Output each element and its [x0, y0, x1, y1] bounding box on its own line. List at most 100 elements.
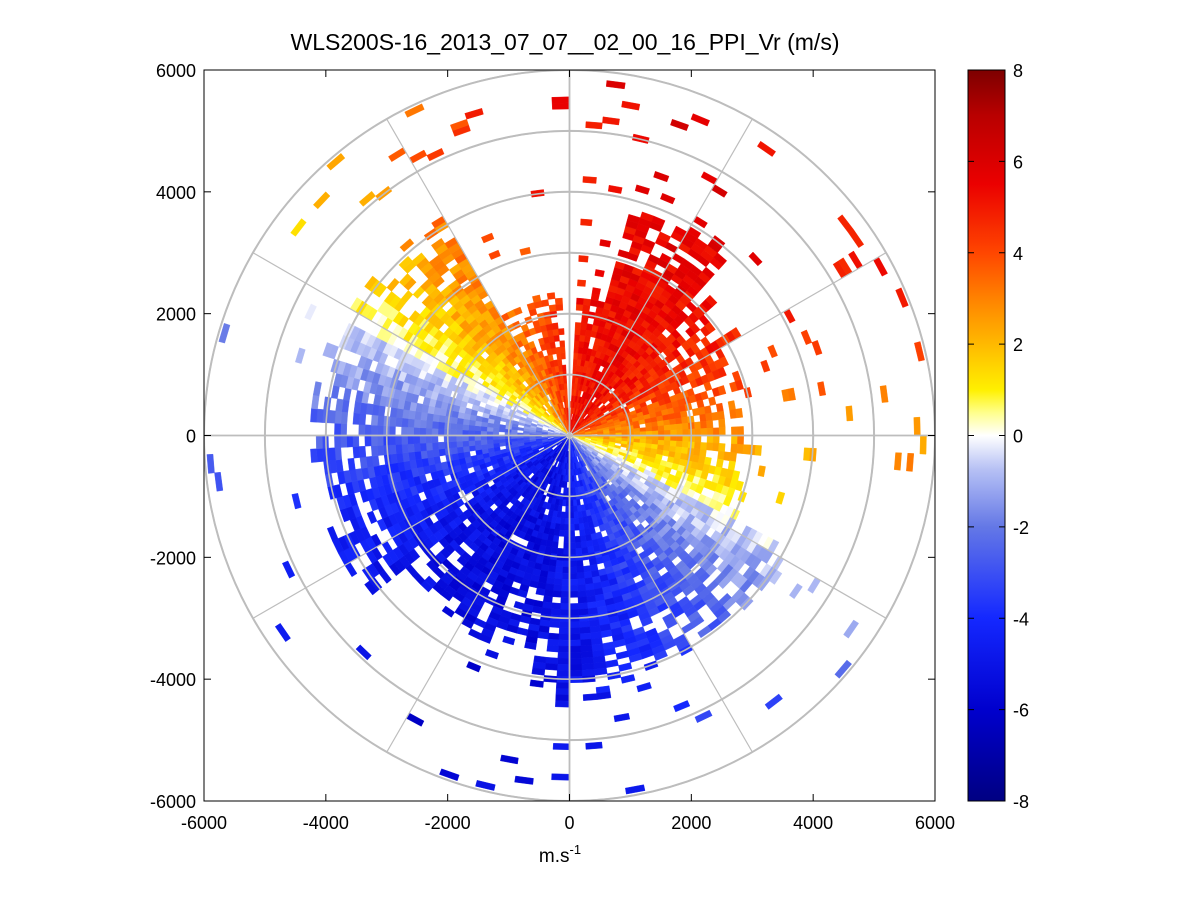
velocity-cell-1860 [569, 670, 583, 677]
velocity-cell-1804 [576, 578, 586, 586]
velocity-cell-2826 [498, 438, 506, 444]
velocity-cell-2879 [407, 435, 415, 445]
velocity-cell-924 [675, 446, 683, 454]
y-tick-label-2: 2000 [156, 305, 196, 325]
velocity-cell-2925 [340, 423, 348, 436]
velocity-cell-2884 [376, 435, 384, 446]
velocity-cell-1819 [581, 669, 595, 677]
velocity-cell-906 [906, 452, 915, 472]
velocity-cell-2842 [401, 443, 409, 454]
velocity-cell-2956 [377, 415, 385, 426]
velocity-cell-2163 [468, 628, 482, 640]
velocity-field [206, 80, 927, 795]
velocity-cell-2829 [480, 439, 488, 446]
velocity-cell-1762 [583, 565, 592, 573]
velocity-cell-2799 [432, 449, 440, 458]
velocity-cell-1886 [560, 590, 570, 598]
velocity-cell-1789 [571, 481, 576, 489]
velocity-cell-888 [663, 440, 671, 447]
velocity-cell-3763 [551, 322, 559, 330]
velocity-cell-1926 [553, 578, 563, 586]
velocity-cell-21 [577, 279, 587, 287]
velocity-cell-840 [700, 428, 708, 436]
velocity-cell-945 [662, 450, 670, 457]
velocity-cell-2827 [492, 438, 500, 444]
velocity-cell-2831 [468, 440, 476, 447]
velocity-cell-2957 [370, 414, 379, 426]
velocity-cell-2009 [500, 754, 519, 765]
velocity-cell-931 [729, 452, 737, 463]
velocity-cell-201 [651, 215, 666, 227]
velocity-cell-1905 [552, 743, 570, 751]
velocity-cell-783 [663, 419, 671, 426]
cb-tick-label-7: -6 [1013, 701, 1029, 721]
velocity-cell-1310 [718, 576, 731, 590]
velocity-cell-867 [694, 435, 702, 443]
velocity-cell-1795 [573, 517, 580, 525]
velocity-cell-1817 [580, 656, 594, 665]
velocity-cell-1849 [569, 603, 579, 610]
velocity-cell-2841 [407, 443, 415, 453]
velocity-cell-741 [914, 341, 925, 362]
velocity-cell-1797 [574, 535, 581, 543]
velocity-cell-2886 [364, 435, 372, 447]
velocity-cell-2877 [419, 435, 427, 444]
velocity-cell-43 [581, 316, 589, 324]
velocity-cell-555 [848, 229, 865, 248]
velocity-cell-2953 [395, 417, 403, 427]
velocity-cell-1937 [544, 663, 558, 671]
velocity-cell-1928 [552, 590, 562, 598]
velocity-cell-887 [657, 439, 665, 446]
velocity-cell-1902 [555, 688, 570, 696]
velocity-cell-1417 [764, 693, 783, 710]
velocity-cell-2919 [388, 425, 396, 436]
velocity-cell-2838 [425, 442, 433, 451]
velocity-cell-1975 [514, 775, 534, 785]
velocity-cell-2849 [352, 446, 361, 459]
velocity-cell-2793 [468, 445, 476, 452]
velocity-cell-809 [657, 425, 665, 432]
velocity-cell-1452 [697, 625, 712, 639]
velocity-cell-898 [730, 443, 738, 454]
velocity-cell-2100 [439, 768, 460, 782]
velocity-cell-1888 [560, 603, 570, 610]
velocity-cell-815 [694, 421, 702, 430]
velocity-cell-819 [845, 405, 854, 422]
velocity-cell-900 [742, 444, 750, 455]
velocity-cell-1894 [558, 639, 570, 647]
velocity-cell-1923 [555, 560, 564, 568]
velocity-cell-530 [704, 321, 716, 334]
y-tick-label-6: -6000 [150, 792, 196, 812]
velocity-cell-893 [694, 441, 702, 450]
velocity-cell-2940 [474, 425, 482, 432]
velocity-cell-1958 [548, 559, 557, 567]
velocity-cell-1893 [558, 633, 570, 641]
velocity-cell-19 [575, 303, 584, 311]
velocity-cell-422 [713, 252, 728, 266]
velocity-cell-897 [718, 443, 726, 453]
velocity-cell-791 [717, 410, 725, 421]
velocity-cell-1882 [562, 566, 570, 574]
velocity-cell-666 [895, 287, 909, 308]
velocity-cell-767 [787, 387, 796, 401]
velocity-cell-2922 [370, 424, 378, 436]
velocity-cell-1802 [576, 566, 585, 574]
velocity-cell-1846 [569, 578, 578, 586]
velocity-cell-2882 [388, 435, 396, 446]
velocity-cell-1808 [578, 602, 588, 610]
velocity-cell-1793 [572, 505, 578, 513]
velocity-cell-1956 [550, 547, 558, 555]
velocity-cell-843 [718, 427, 726, 436]
velocity-cell-1755 [577, 517, 584, 525]
cb-tick-label-2: 4 [1013, 244, 1023, 264]
velocity-cell-1855 [569, 639, 581, 647]
velocity-cell-1852 [569, 621, 580, 629]
velocity-cell-1763 [583, 571, 593, 579]
velocity-cell-664 [767, 344, 778, 359]
y-tick-label-0: 6000 [156, 61, 196, 81]
velocity-cell-1889 [559, 609, 570, 617]
velocity-cell-1899 [556, 670, 570, 677]
velocity-cell-1798 [574, 541, 582, 549]
velocity-cell-2916 [413, 427, 421, 436]
velocity-cell-2875 [431, 435, 439, 443]
